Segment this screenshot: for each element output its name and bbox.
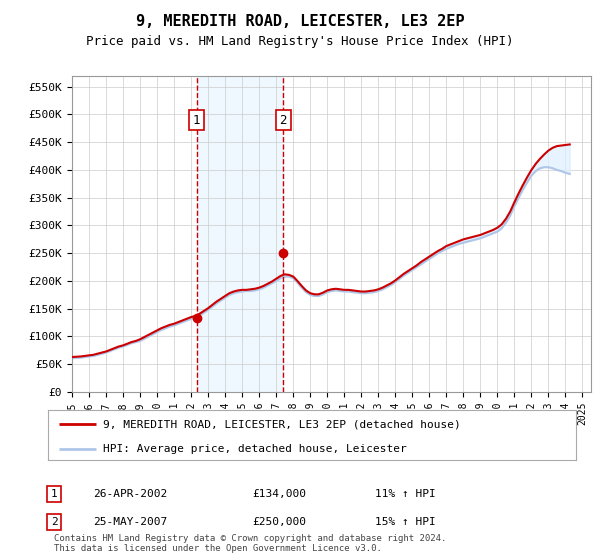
Text: 11% ↑ HPI: 11% ↑ HPI [375,489,436,499]
Text: 2: 2 [50,517,58,527]
Text: £250,000: £250,000 [252,517,306,527]
Text: 25-MAY-2007: 25-MAY-2007 [93,517,167,527]
Text: 1: 1 [193,114,200,127]
Text: 9, MEREDITH ROAD, LEICESTER, LE3 2EP (detached house): 9, MEREDITH ROAD, LEICESTER, LE3 2EP (de… [103,419,461,429]
Text: 26-APR-2002: 26-APR-2002 [93,489,167,499]
Text: £134,000: £134,000 [252,489,306,499]
Text: 15% ↑ HPI: 15% ↑ HPI [375,517,436,527]
Text: 2: 2 [279,114,287,127]
Text: 1: 1 [50,489,58,499]
Bar [197,76,283,392]
Text: Contains HM Land Registry data © Crown copyright and database right 2024.
This d: Contains HM Land Registry data © Crown c… [54,534,446,553]
Text: Price paid vs. HM Land Registry's House Price Index (HPI): Price paid vs. HM Land Registry's House … [86,35,514,48]
Text: 9, MEREDITH ROAD, LEICESTER, LE3 2EP: 9, MEREDITH ROAD, LEICESTER, LE3 2EP [136,14,464,29]
Text: HPI: Average price, detached house, Leicester: HPI: Average price, detached house, Leic… [103,444,407,454]
